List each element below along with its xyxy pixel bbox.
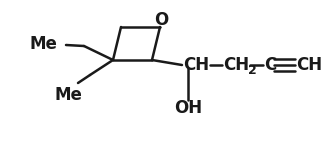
Text: CH: CH [296,56,322,74]
Text: Me: Me [29,35,57,53]
Text: C: C [264,56,276,74]
Text: CH: CH [223,56,249,74]
Text: CH: CH [183,56,209,74]
Text: 2: 2 [248,64,257,77]
Text: OH: OH [174,99,202,117]
Text: Me: Me [54,86,82,104]
Text: O: O [154,11,168,29]
